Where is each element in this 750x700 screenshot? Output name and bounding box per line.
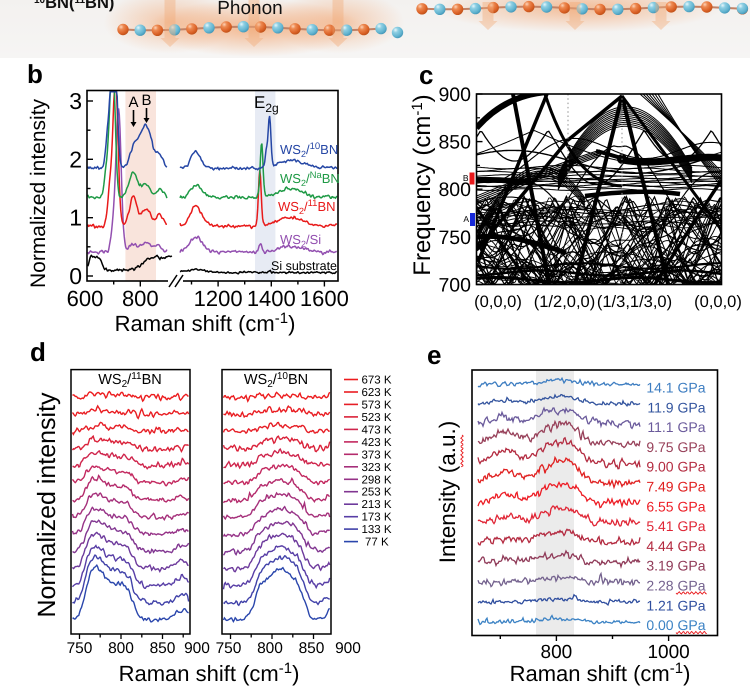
svg-text:WS2/Si: WS2/Si: [280, 232, 321, 249]
svg-text:6.55 GPa: 6.55 GPa: [646, 498, 705, 514]
svg-text:9.00 GPa: 9.00 GPa: [646, 459, 705, 475]
svg-text:133 K: 133 K: [362, 524, 392, 536]
svg-text:(1/3,1/3,0): (1/3,1/3,0): [597, 293, 672, 311]
svg-text:4.44 GPa: 4.44 GPa: [646, 538, 705, 554]
svg-text:WS2/11BN: WS2/11BN: [98, 371, 162, 390]
svg-text:600: 600: [67, 286, 104, 311]
svg-text:0.00 GPa: 0.00 GPa: [646, 617, 705, 633]
svg-text:b: b: [27, 59, 43, 89]
svg-text:1000: 1000: [647, 642, 689, 663]
svg-text:2: 2: [69, 146, 82, 172]
svg-text:850: 850: [299, 640, 325, 657]
svg-text:800: 800: [541, 642, 573, 663]
svg-text:1.21 GPa: 1.21 GPa: [646, 597, 705, 613]
svg-text:11.9 GPa: 11.9 GPa: [647, 399, 705, 415]
svg-text:Intensity (a.u.): Intensity (a.u.): [435, 421, 460, 564]
svg-text:3: 3: [69, 88, 82, 114]
svg-text:0: 0: [69, 263, 82, 289]
svg-text:Normalized intensity: Normalized intensity: [33, 392, 61, 618]
svg-text:Phonon: Phonon: [217, 0, 283, 19]
svg-text:7.49 GPa: 7.49 GPa: [646, 479, 705, 495]
svg-text:253 K: 253 K: [362, 487, 392, 499]
svg-text:WS2/11BN: WS2/11BN: [278, 198, 336, 216]
svg-text:c: c: [419, 60, 433, 90]
svg-text:WS2/10BN: WS2/10BN: [244, 371, 308, 390]
svg-text:800: 800: [122, 286, 159, 311]
svg-text:750: 750: [216, 640, 242, 657]
svg-text:e: e: [427, 340, 441, 370]
svg-text:298 K: 298 K: [362, 474, 392, 486]
svg-text:14.1 GPa: 14.1 GPa: [646, 380, 705, 396]
svg-text:d: d: [30, 337, 46, 367]
svg-text:623 K: 623 K: [362, 387, 392, 399]
svg-text:WS2/10BN: WS2/10BN: [280, 141, 338, 159]
svg-text:5.41 GPa: 5.41 GPa: [646, 518, 705, 534]
svg-text:(1/2,0,0): (1/2,0,0): [534, 293, 595, 311]
svg-text:850: 850: [150, 640, 176, 657]
svg-text:673 K: 673 K: [362, 375, 392, 387]
svg-text:700: 700: [438, 275, 471, 297]
svg-text:A: A: [463, 214, 469, 224]
svg-text:800: 800: [257, 640, 283, 657]
svg-text:Normalized intensity: Normalized intensity: [27, 98, 50, 288]
svg-text:1600: 1600: [300, 286, 349, 311]
svg-text:B: B: [463, 173, 469, 183]
svg-text:323 K: 323 K: [362, 462, 392, 474]
svg-text:900: 900: [335, 640, 361, 657]
svg-text:573 K: 573 K: [362, 399, 392, 411]
svg-text:10BN(11BN): 10BN(11BN): [34, 0, 114, 12]
svg-text:9.75 GPa: 9.75 GPa: [646, 439, 705, 455]
svg-text:11.1 GPa: 11.1 GPa: [647, 419, 705, 435]
svg-text:423 K: 423 K: [362, 437, 392, 449]
svg-text:77 K: 77 K: [365, 537, 389, 549]
svg-text:1400: 1400: [247, 286, 296, 311]
svg-text:3.19 GPa: 3.19 GPa: [646, 558, 705, 574]
svg-text:173 K: 173 K: [362, 512, 392, 524]
svg-text:WS2/NaBN: WS2/NaBN: [280, 170, 340, 188]
svg-text:2.28 GPa: 2.28 GPa: [646, 578, 705, 594]
svg-text:850: 850: [438, 132, 471, 154]
svg-text:(0,0,0): (0,0,0): [474, 293, 522, 311]
svg-text:B: B: [141, 92, 151, 109]
svg-text:473 K: 473 K: [362, 424, 392, 436]
svg-text:1200: 1200: [194, 286, 243, 311]
svg-text:900: 900: [184, 640, 210, 657]
svg-text:523 K: 523 K: [362, 412, 392, 424]
svg-text:Frequency (cm-1): Frequency (cm-1): [409, 94, 436, 275]
svg-text:750: 750: [67, 640, 93, 657]
svg-text:750: 750: [438, 227, 471, 249]
svg-text:Raman shift (cm-1): Raman shift (cm-1): [115, 310, 296, 336]
svg-text:Raman shift (cm-1): Raman shift (cm-1): [119, 660, 300, 686]
svg-text:800: 800: [438, 179, 471, 201]
svg-text:1: 1: [69, 205, 82, 231]
svg-text:373 K: 373 K: [362, 449, 392, 461]
svg-text:A: A: [128, 94, 138, 111]
svg-text:900: 900: [438, 84, 471, 106]
svg-text:213 K: 213 K: [362, 499, 392, 511]
svg-text:Raman shift (cm-1): Raman shift (cm-1): [510, 660, 691, 686]
svg-text:Si substrate: Si substrate: [271, 259, 337, 273]
svg-text:800: 800: [108, 640, 134, 657]
svg-text:(0,0,0): (0,0,0): [694, 293, 742, 311]
